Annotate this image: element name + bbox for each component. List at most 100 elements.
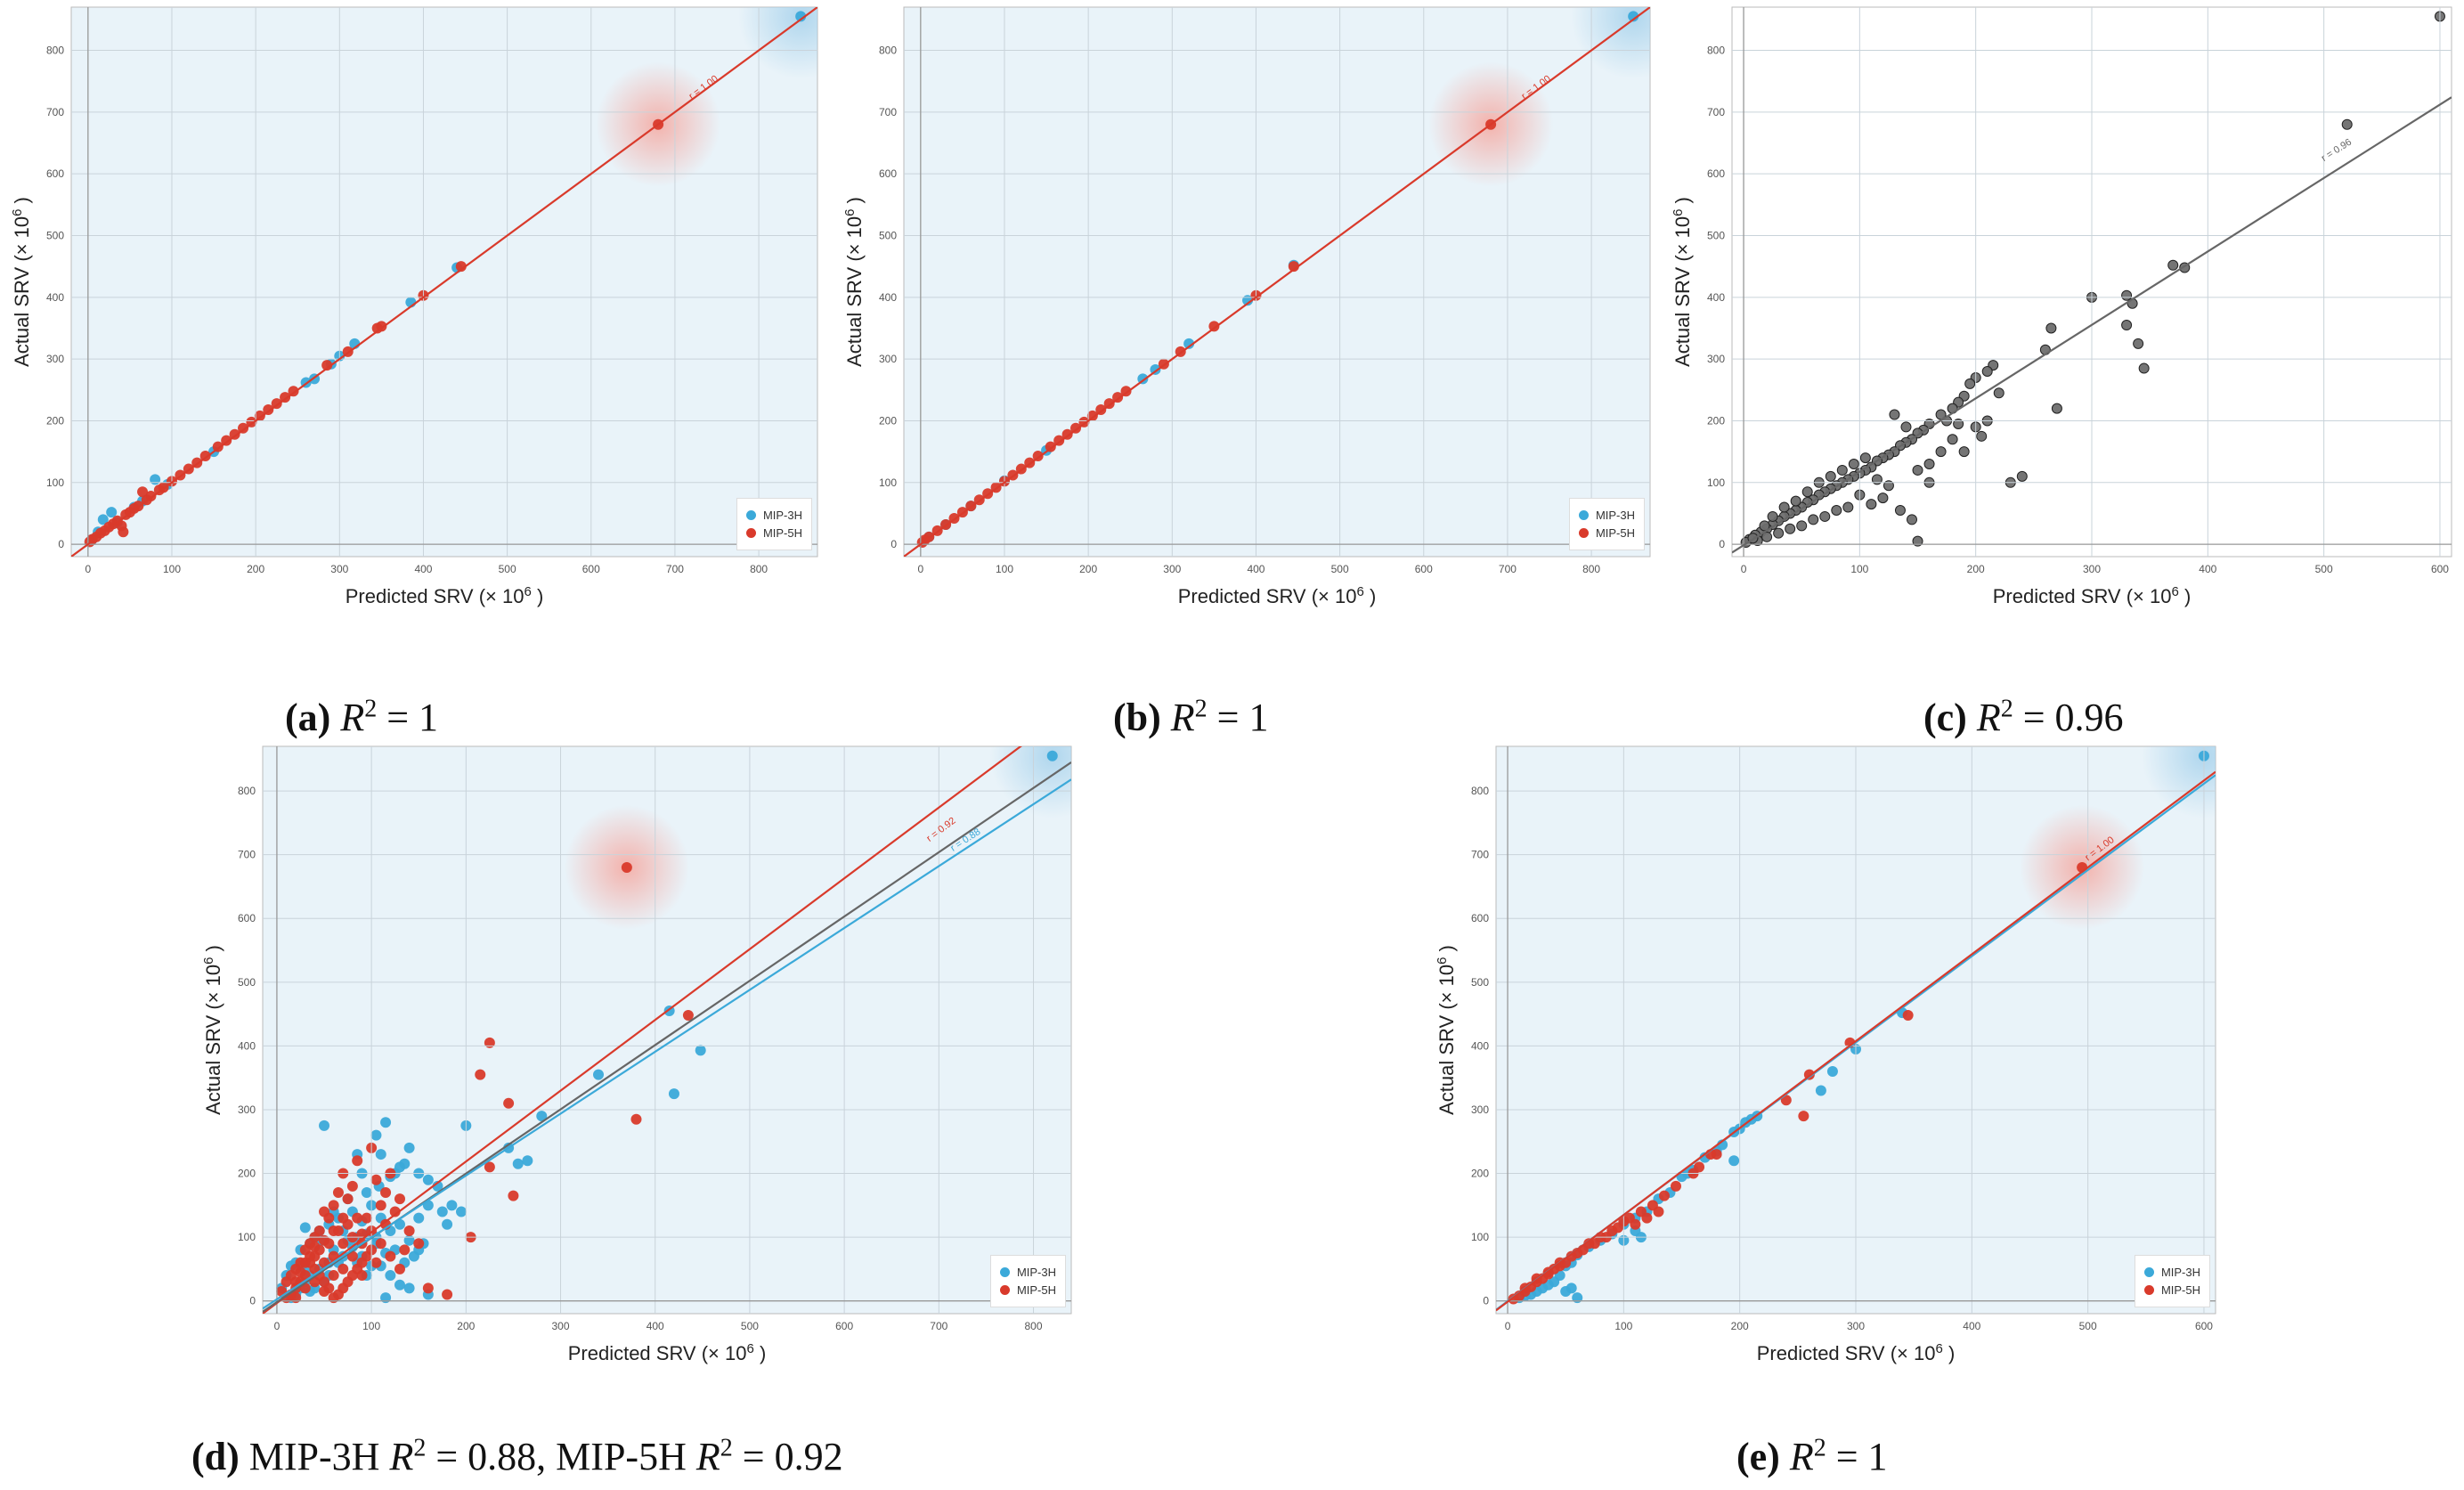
legend-item: MIP-3H	[2143, 1266, 2200, 1279]
data-point	[503, 1097, 515, 1109]
point-glow	[1571, 7, 1650, 79]
y-tick-label: 200	[1707, 414, 1725, 427]
data-point	[1923, 459, 1935, 470]
data-point	[1728, 1155, 1740, 1167]
data-point	[1912, 535, 1923, 547]
y-tick-label: 0	[890, 538, 897, 550]
data-point	[1798, 1111, 1809, 1122]
y-axis-label: Actual SRV (× 106 )	[201, 945, 225, 1115]
data-point	[361, 1187, 372, 1199]
data-point	[1947, 434, 1958, 445]
data-point	[1565, 1250, 1577, 1262]
y-tick-label: 100	[1471, 1231, 1489, 1243]
y-tick-label: 600	[1471, 912, 1489, 924]
x-tick-label: 100	[1614, 1320, 1632, 1332]
data-point	[795, 11, 807, 22]
data-point	[456, 1206, 468, 1217]
data-point	[1825, 470, 1836, 482]
data-point	[1641, 1212, 1653, 1224]
x-tick-label: 0	[85, 563, 91, 575]
caption-d-r1: R	[389, 1435, 414, 1478]
data-point	[1826, 1066, 1838, 1078]
x-tick-label: 100	[996, 563, 1013, 575]
data-point	[1907, 514, 1917, 525]
y-tick-label: 400	[879, 291, 897, 304]
data-point	[1628, 11, 1639, 22]
x-axis-label: Predicted SRV (× 106 )	[1757, 1341, 1956, 1365]
x-tick-label: 800	[750, 563, 768, 575]
data-point	[394, 1193, 405, 1205]
data-point	[305, 1250, 316, 1262]
x-tick-label: 400	[414, 563, 432, 575]
data-point	[375, 1149, 386, 1160]
data-point	[1912, 464, 1923, 476]
data-point	[621, 861, 632, 873]
data-point	[1902, 1010, 1914, 1022]
x-tick-label: 400	[1963, 1320, 1980, 1332]
data-point	[1964, 378, 1976, 389]
data-point	[1761, 531, 1773, 542]
data-point	[1831, 505, 1842, 517]
chart-svg-c: 0 100 200 300 400 500 600 0 100 200 300 400 500 600 70…	[1671, 6, 2452, 608]
data-point	[1801, 486, 1813, 498]
data-point	[1900, 421, 1912, 433]
data-point	[422, 1174, 434, 1185]
data-point	[332, 1187, 344, 1199]
data-point	[370, 1257, 382, 1268]
y-tick-label: 100	[879, 476, 897, 489]
data-point	[337, 1212, 349, 1224]
x-axis-label: Predicted SRV (× 106 )	[1993, 584, 2192, 608]
x-tick-label: 600	[1415, 563, 1433, 575]
data-point	[1785, 523, 1796, 534]
caption-d: (d) MIP-3H R2 = 0.88, MIP-5H R2 = 0.92	[191, 1434, 843, 1479]
y-axis-label: Actual SRV (× 106 )	[1671, 197, 1695, 367]
chart-svg-e: 0 100 200 300 400 500 600 0 100 200 300 400 500 600 70…	[1435, 745, 2216, 1365]
x-tick-label: 600	[2195, 1320, 2213, 1332]
data-point	[385, 1270, 396, 1282]
chart-panel-a: 0 100 200 300 400 500 600 700 800 0 100 200 300 400 50…	[0, 0, 828, 641]
data-point	[1842, 501, 1854, 513]
x-tick-label: 500	[741, 1320, 759, 1332]
x-tick-label: 300	[330, 563, 348, 575]
x-tick-label: 100	[362, 1320, 380, 1332]
legend-label: MIP-5H	[762, 526, 802, 540]
x-tick-label: 500	[499, 563, 516, 575]
data-point	[1819, 510, 1831, 522]
y-tick-label: 500	[46, 230, 64, 242]
caption-e-label: (e)	[1736, 1435, 1780, 1478]
data-point	[442, 1289, 453, 1300]
data-point	[695, 1045, 706, 1056]
x-tick-label: 300	[552, 1320, 570, 1332]
legend: MIP-3H MIP-5H	[2134, 1255, 2210, 1307]
data-point	[1759, 520, 1770, 532]
caption-b-value: = 1	[1207, 696, 1269, 739]
x-axis-label: Predicted SRV (× 106 )	[1178, 584, 1377, 608]
legend-marker	[745, 510, 756, 520]
data-point	[668, 1088, 679, 1100]
caption-b: (b) R2 = 1	[1113, 695, 1269, 740]
legend-label: MIP-3H	[2160, 1266, 2200, 1279]
x-tick-label: 300	[1163, 563, 1181, 575]
x-tick-label: 400	[2199, 563, 2216, 575]
y-tick-label: 400	[1707, 291, 1725, 304]
data-point	[299, 1222, 311, 1234]
data-point	[370, 1129, 382, 1141]
data-point	[403, 1234, 415, 1246]
y-tick-label: 0	[1483, 1295, 1489, 1307]
x-tick-label: 700	[930, 1320, 947, 1332]
caption-c-label: (c)	[1923, 696, 1967, 739]
data-point	[375, 1238, 386, 1250]
data-point	[380, 1117, 392, 1128]
data-point	[2167, 259, 2179, 271]
caption-d-text1: MIP-3H	[239, 1435, 390, 1478]
legend-label: MIP-3H	[1595, 509, 1635, 522]
data-point	[2341, 118, 2353, 130]
x-tick-label: 500	[1331, 563, 1349, 575]
caption-a: (a) R2 = 1	[285, 695, 438, 740]
caption-a-label: (a)	[285, 696, 331, 739]
x-tick-label: 700	[1499, 563, 1517, 575]
caption-c-value: = 0.96	[2013, 696, 2124, 739]
caption-a-sup: 2	[364, 695, 378, 723]
y-tick-label: 600	[238, 912, 256, 924]
y-tick-label: 100	[46, 476, 64, 489]
